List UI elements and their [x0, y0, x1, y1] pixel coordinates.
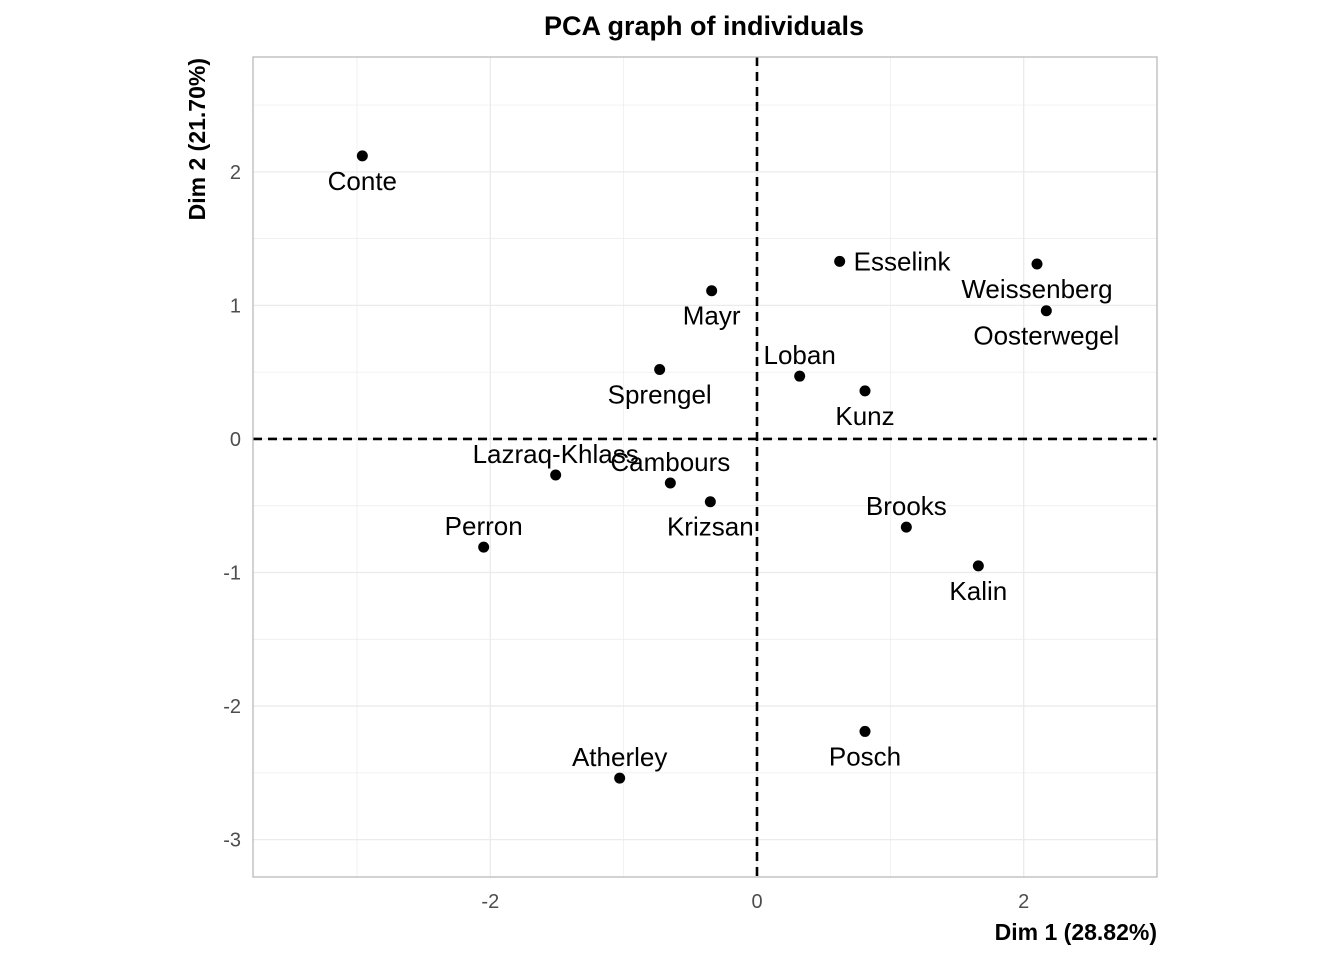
point-label: Mayr [683, 301, 741, 331]
chart-title: PCA graph of individuals [544, 11, 864, 41]
data-point [900, 521, 912, 533]
point-label: Sprengel [608, 380, 712, 410]
panel-border [252, 56, 1158, 878]
x-tick-label: 2 [1018, 891, 1029, 913]
point-label: Kalin [949, 576, 1007, 606]
x-tick-label: -2 [481, 891, 499, 913]
data-point [1031, 258, 1043, 270]
point-label: Posch [829, 741, 901, 771]
point-label: Krizsan [667, 512, 754, 542]
x-axis-title: Dim 1 (28.82%) [995, 919, 1157, 945]
point-label: Weissenberg [961, 274, 1112, 304]
point-label: Cambours [610, 447, 730, 477]
data-point [834, 255, 846, 267]
data-point [706, 285, 718, 297]
data-point [794, 370, 806, 382]
point-label: Kunz [835, 401, 894, 431]
data-point [859, 385, 871, 397]
point-label: Esselink [854, 246, 952, 276]
data-point [704, 496, 716, 508]
data-point [478, 541, 490, 553]
tick-labels: -2 0 2 -3 -2 -1 0 1 2 [223, 162, 1029, 913]
data-point [654, 364, 666, 376]
point-label: Perron [445, 511, 523, 541]
point-label: Oosterwegel [973, 321, 1119, 351]
point-label: Conte [328, 166, 397, 196]
y-tick-label: -1 [223, 563, 241, 585]
data-point [972, 560, 984, 572]
data-point [614, 772, 626, 784]
points [356, 150, 1052, 784]
data-point [550, 469, 562, 481]
point-label: Brooks [866, 491, 947, 521]
data-point [664, 477, 676, 489]
y-tick-label: 2 [230, 162, 241, 184]
y-tick-label: 1 [230, 295, 241, 317]
point-label: Loban [764, 340, 836, 370]
data-point [1040, 305, 1052, 317]
point-label: Lazraq-Khlass [473, 439, 639, 469]
y-tick-label: -3 [223, 830, 241, 852]
x-tick-label: 0 [751, 891, 762, 913]
data-point [859, 725, 871, 737]
y-tick-label: -2 [223, 696, 241, 718]
data-point [356, 150, 368, 162]
reference-lines [253, 57, 1157, 877]
point-labels: Conte Esselink Mayr Weissenberg Oosterwegel L… [328, 166, 1120, 772]
y-axis-title: Dim 2 (21.70%) [184, 58, 210, 220]
point-label: Atherley [572, 742, 667, 772]
y-tick-label: 0 [230, 429, 241, 451]
